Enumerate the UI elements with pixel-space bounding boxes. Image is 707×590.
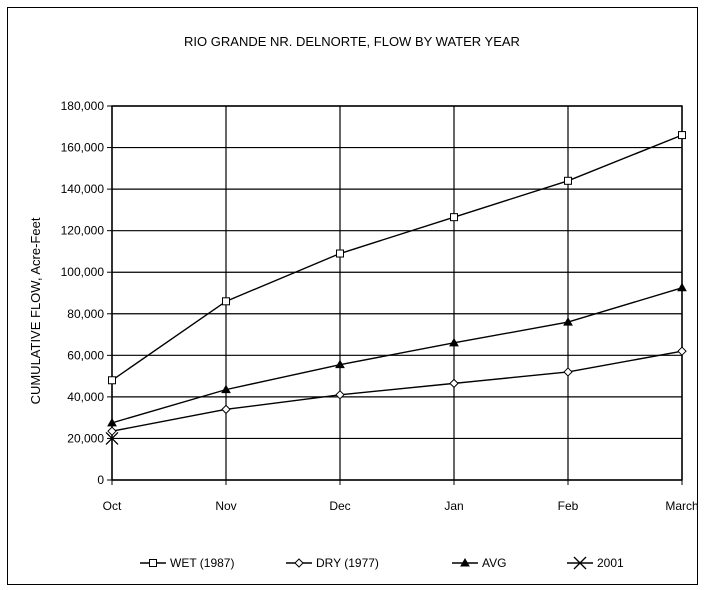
y-axis-label: CUMULATIVE FLOW, Acre-Feet [28, 217, 43, 404]
data-point-2001 [105, 431, 119, 445]
y-tick-label: 180,000 [61, 99, 105, 113]
legend-item-wet-1987: WET (1987) [140, 556, 234, 570]
data-point-wet-1987 [336, 249, 344, 258]
legend-label: DRY (1977) [316, 556, 379, 570]
data-point-avg [107, 417, 117, 427]
y-tick-label: 140,000 [61, 182, 105, 196]
legend-marker [460, 557, 470, 567]
series-line-dry-1977 [111, 350, 683, 432]
plot-area-border [111, 105, 683, 481]
series-dry-1977 [107, 346, 687, 436]
x-tick-label: Feb [558, 499, 579, 513]
series-avg [107, 282, 687, 427]
y-tick-label: 160,000 [61, 141, 105, 155]
data-point-dry-1977 [107, 426, 117, 436]
series-2001 [105, 431, 119, 445]
data-point-avg [677, 282, 687, 292]
data-point-wet-1987 [108, 376, 116, 385]
y-tick-label: 40,000 [67, 390, 104, 404]
data-point-wet-1987 [222, 297, 230, 306]
legend-marker [573, 556, 587, 570]
x-tick-label: Oct [103, 499, 122, 513]
data-point-dry-1977 [449, 378, 459, 389]
x-tick-label: Jan [444, 499, 463, 513]
y-tick-label: 80,000 [67, 307, 104, 321]
data-point-avg [335, 359, 345, 369]
x-tick-label: Nov [215, 499, 236, 513]
y-tick-labels: 0 20,000 40,000 60,000 80,000 100,000 120,000 1… [61, 99, 105, 487]
data-point-wet-1987 [450, 213, 458, 222]
chart-frame [7, 7, 698, 585]
legend-item-2001: 2001 [567, 556, 624, 570]
x-tick-labels: Oct Nov Dec Jan Feb March [103, 499, 699, 513]
legend-item-dry-1977: DRY (1977) [286, 556, 379, 570]
y-tick-label: 60,000 [67, 348, 104, 362]
data-point-dry-1977 [677, 346, 687, 356]
chart-title: RIO GRANDE NR. DELNORTE, FLOW BY WATER Y… [184, 34, 520, 49]
x-tick-label: March [665, 499, 698, 513]
series-wet-1987 [108, 131, 686, 385]
legend-label: AVG [482, 556, 506, 570]
data-point-avg [449, 337, 459, 347]
series-line-avg [111, 287, 683, 424]
legend: WET (1987) DRY (1977) AVG 2001 [140, 556, 624, 570]
y-tick-label: 0 [97, 473, 104, 487]
data-point-wet-1987 [678, 131, 686, 140]
data-point-dry-1977 [221, 404, 231, 415]
data-point-wet-1987 [564, 176, 572, 185]
legend-label: WET (1987) [170, 556, 234, 570]
data-point-dry-1977 [563, 367, 573, 377]
legend-label: 2001 [597, 556, 624, 570]
data-point-dry-1977 [335, 390, 345, 400]
series-lines [105, 131, 687, 445]
legend-item-avg: AVG [452, 556, 506, 570]
data-point-avg [563, 317, 573, 326]
y-tick-label: 20,000 [67, 431, 104, 445]
series-line-wet-1987 [111, 134, 683, 381]
legend-marker [294, 558, 304, 568]
legend-marker [149, 559, 157, 567]
y-tick-label: 100,000 [61, 265, 105, 279]
x-tick-label: Dec [329, 499, 350, 513]
data-point-avg [221, 384, 231, 394]
y-tick-label: 120,000 [61, 224, 105, 238]
